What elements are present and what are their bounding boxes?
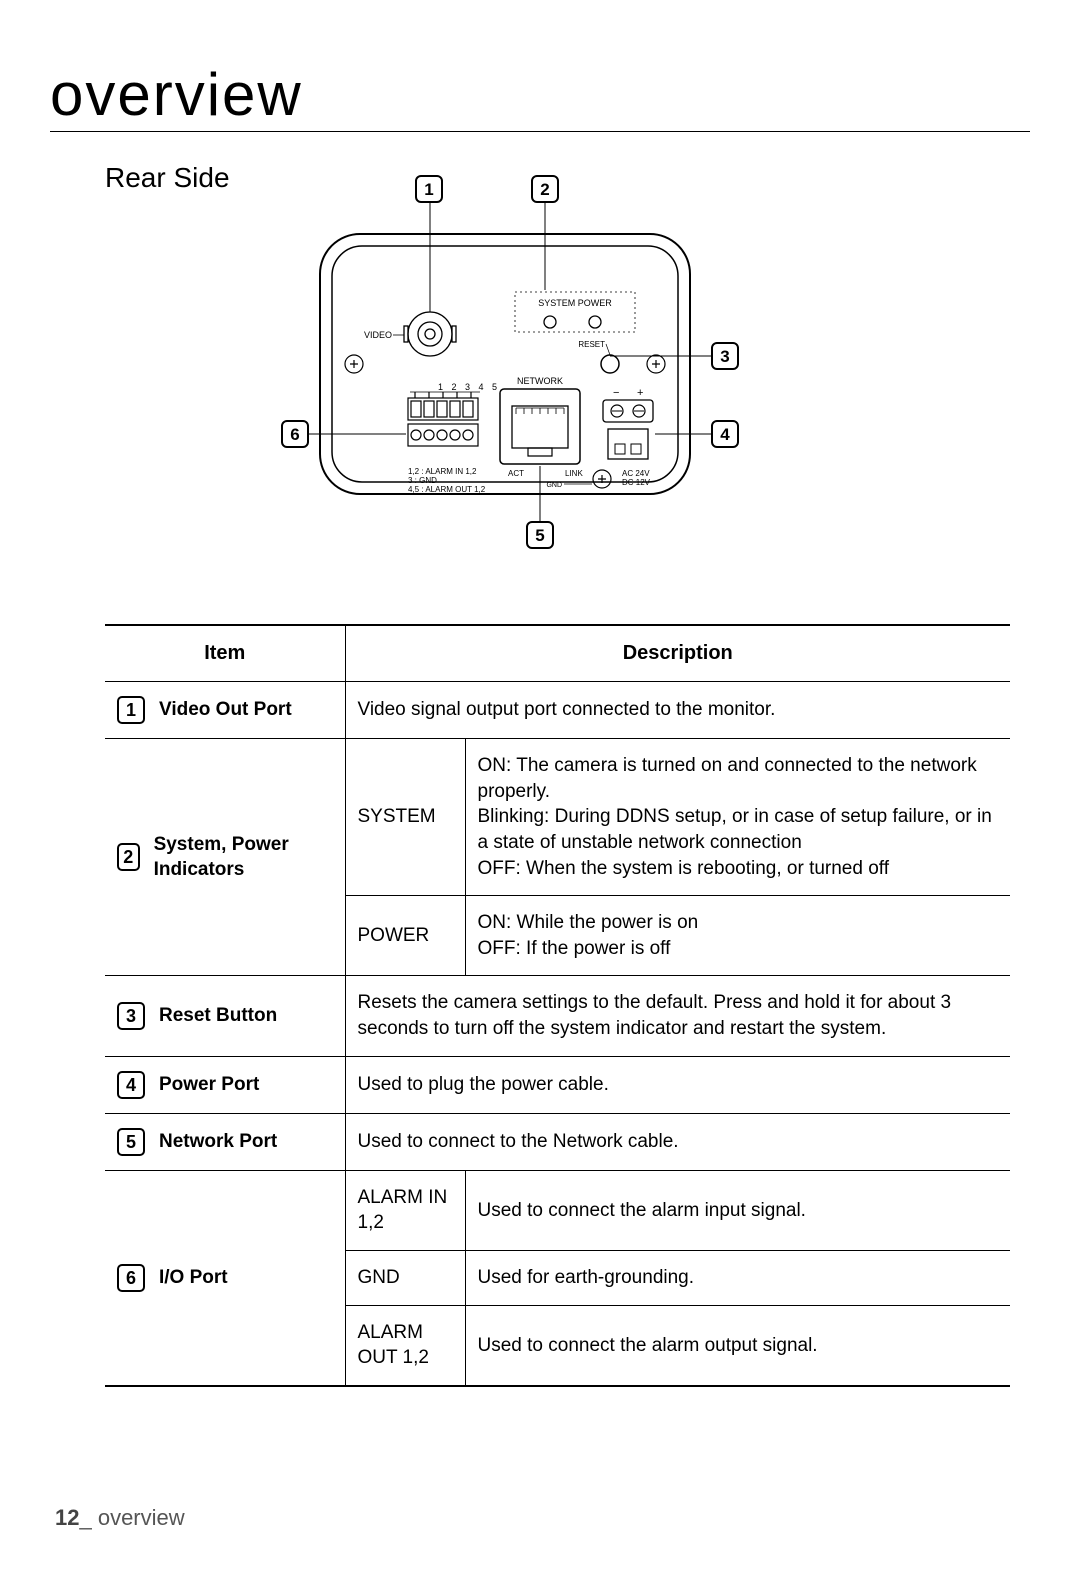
svg-text:3: 3 [720, 347, 729, 366]
minus-label: − [613, 387, 619, 399]
svg-text:4: 4 [720, 425, 730, 444]
svg-text:6: 6 [290, 425, 299, 444]
act-label: ACT [508, 469, 524, 478]
system-power-label: SYSTEM POWER [538, 298, 612, 308]
item-6-label: I/O Port [159, 1265, 228, 1291]
system-blink: Blinking: During DDNS setup, or in case … [478, 804, 999, 855]
gnd-label: GND [345, 1251, 465, 1306]
video-label: VIDEO [364, 330, 392, 340]
power-off: OFF: If the power is off [478, 936, 999, 962]
page-footer: 12_ overview [55, 1505, 185, 1531]
item-4: 4 Power Port [105, 1056, 345, 1113]
system-desc: ON: The camera is turned on and connecte… [465, 739, 1010, 896]
item-4-label: Power Port [159, 1072, 259, 1098]
link-label: LINK [565, 469, 583, 478]
pins-label: 1 2 3 4 5 [438, 382, 500, 392]
alarm-out-desc: Used to connect the alarm output signal. [465, 1305, 1010, 1386]
power-on: ON: While the power is on [478, 910, 999, 936]
desc-1: Video signal output port connected to th… [345, 682, 1010, 739]
item-2: 2 System, Power Indicators [105, 739, 345, 976]
item-3: 3 Reset Button [105, 976, 345, 1056]
description-table: Item Description 1 Video Out Port Video s… [105, 624, 1010, 1387]
item-5-label: Network Port [159, 1129, 277, 1155]
item-1: 1 Video Out Port [105, 682, 345, 739]
footer-section: _ overview [79, 1505, 184, 1530]
svg-text:5: 5 [535, 526, 544, 545]
pin-legend-2: 3 : GND [408, 476, 437, 485]
power-desc: ON: While the power is on OFF: If the po… [465, 896, 1010, 976]
svg-text:1: 1 [424, 180, 433, 199]
callout-2-icon: 2 [117, 843, 140, 871]
th-item: Item [105, 625, 345, 682]
desc-5: Used to connect to the Network cable. [345, 1113, 1010, 1170]
th-description: Description [345, 625, 1010, 682]
item-2-label: System, Power Indicators [154, 832, 333, 883]
desc-3: Resets the camera settings to the defaul… [345, 976, 1010, 1056]
reset-label: RESET [578, 340, 605, 349]
page-number: 12 [55, 1505, 79, 1530]
callout-3-icon: 3 [117, 1002, 145, 1030]
svg-text:2: 2 [540, 180, 549, 199]
system-off: OFF: When the system is rebooting, or tu… [478, 856, 999, 882]
callout-4-icon: 4 [117, 1071, 145, 1099]
callout-1-icon: 1 [117, 696, 145, 724]
item-6: 6 I/O Port [105, 1170, 345, 1386]
power-label: POWER [345, 896, 465, 976]
desc-4: Used to plug the power cable. [345, 1056, 1010, 1113]
ac-label: AC 24V [622, 469, 650, 478]
alarm-in-desc: Used to connect the alarm input signal. [465, 1170, 1010, 1250]
plus-label: + [637, 387, 643, 399]
rear-side-diagram: VIDEO SYSTEM POWER RESET NETWORK ACT LIN… [50, 204, 1030, 604]
item-5: 5 Network Port [105, 1113, 345, 1170]
item-3-label: Reset Button [159, 1003, 277, 1029]
dc-label: DC 12V [622, 478, 651, 487]
pin-legend-1: 1,2 : ALARM IN 1,2 [408, 467, 477, 476]
callout-6-icon: 6 [117, 1264, 145, 1292]
item-1-label: Video Out Port [159, 697, 292, 723]
system-label: SYSTEM [345, 739, 465, 896]
network-label: NETWORK [517, 376, 563, 386]
alarm-in-label: ALARM IN 1,2 [345, 1170, 465, 1250]
gnd-desc: Used for earth-grounding. [465, 1251, 1010, 1306]
system-on: ON: The camera is turned on and connecte… [478, 753, 999, 804]
pin-legend-3: 4,5 : ALARM OUT 1,2 [408, 485, 486, 494]
gnd-arrow-label: GND [546, 482, 562, 489]
callout-5-icon: 5 [117, 1128, 145, 1156]
alarm-out-label: ALARM OUT 1,2 [345, 1305, 465, 1386]
page-title: overview [50, 60, 1030, 132]
